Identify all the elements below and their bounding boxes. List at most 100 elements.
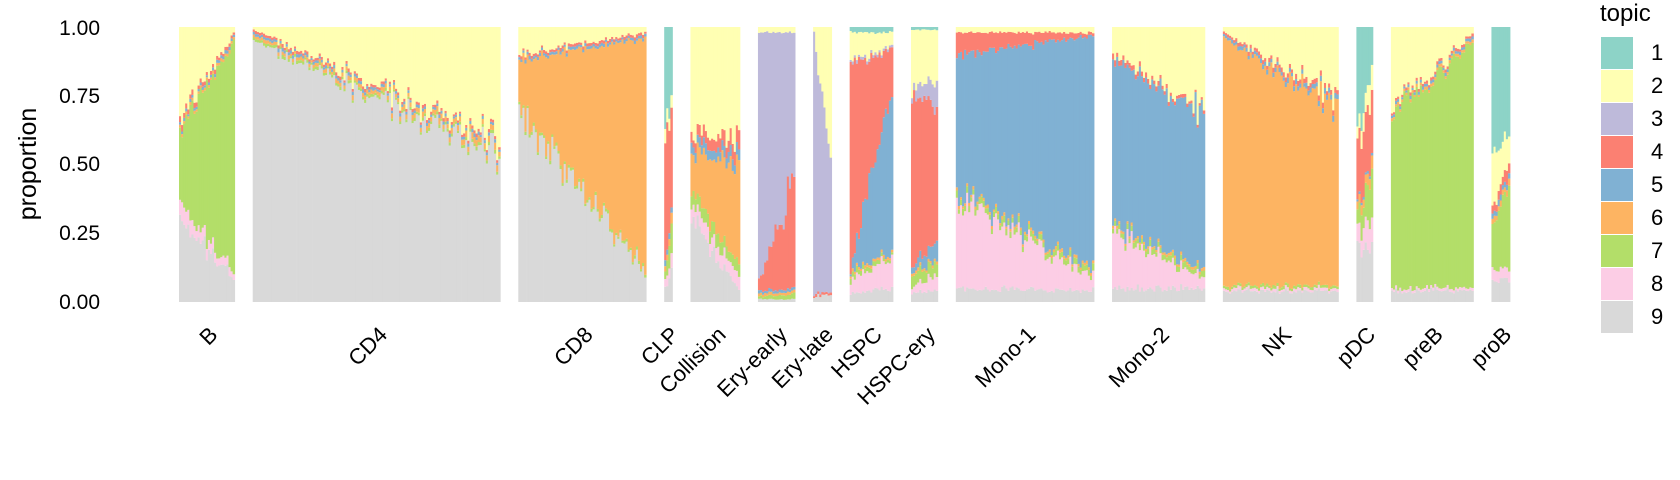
bar-segment-topic-7	[1075, 258, 1078, 265]
bar-segment-topic-3	[866, 61, 869, 65]
bar-segment-topic-7	[1278, 288, 1282, 291]
bar-segment-topic-6	[592, 46, 596, 208]
bar-segment-topic-2	[1326, 27, 1329, 92]
bar-segment-topic-9	[1413, 292, 1417, 302]
bar-segment-topic-9	[207, 249, 211, 302]
bar-segment-topic-4	[890, 47, 894, 98]
bar-segment-topic-7	[403, 109, 406, 112]
bar-segment-topic-2	[426, 27, 429, 121]
bar-segment-topic-9	[668, 278, 671, 302]
bar-segment-topic-7	[1366, 185, 1370, 221]
bar-segment-topic-4	[780, 224, 784, 290]
bar-segment-topic-8	[1309, 289, 1312, 293]
bar-segment-topic-6	[957, 206, 961, 210]
bar-segment-topic-6	[959, 197, 963, 200]
bar-segment-topic-5	[1089, 34, 1093, 273]
bar-segment-topic-9	[291, 64, 295, 302]
bar-segment-topic-6	[1126, 221, 1129, 224]
bar-segment-topic-9	[232, 279, 236, 302]
bar-segment-topic-6	[1169, 251, 1173, 256]
bar-segment-topic-9	[986, 289, 990, 302]
bar-segment-topic-9	[448, 145, 452, 302]
bar-segment-topic-8	[1147, 254, 1150, 289]
bar-segment-topic-2	[415, 27, 419, 102]
bar-segment-topic-2	[485, 27, 489, 151]
bar-segment-topic-4	[1444, 69, 1448, 73]
bar-segment-topic-7	[778, 294, 782, 300]
bar-segment-topic-4	[526, 49, 529, 52]
bar-segment-topic-6	[417, 108, 421, 113]
bar-segment-topic-2	[1190, 27, 1193, 101]
bar-segment-topic-9	[1495, 281, 1499, 302]
bar-segment-topic-4	[452, 114, 456, 117]
bar-segment-topic-7	[702, 208, 706, 223]
bar-segment-topic-6	[573, 49, 577, 187]
bar-segment-topic-4	[380, 81, 384, 84]
bar-segment-topic-9	[1317, 288, 1321, 302]
bar-segment-topic-9	[306, 62, 309, 302]
bar-segment-topic-5	[345, 63, 348, 67]
bar-segment-topic-2	[627, 27, 631, 34]
bar-segment-topic-5	[1276, 61, 1279, 66]
bar-segment-topic-7	[1142, 244, 1146, 251]
bar-segment-topic-8	[974, 215, 977, 290]
bar-segment-topic-5	[1417, 91, 1421, 95]
bar-segment-topic-8	[1268, 288, 1271, 291]
bar-segment-topic-9	[1184, 286, 1187, 302]
bar-segment-topic-6	[884, 259, 888, 262]
bar-segment-topic-4	[195, 102, 198, 107]
bar-segment-topic-4	[853, 57, 857, 254]
bar-segment-topic-6	[974, 206, 977, 210]
bar-segment-topic-7	[955, 190, 959, 198]
bar-segment-topic-7	[1423, 89, 1427, 288]
bar-segment-topic-7	[1013, 229, 1017, 235]
bar-segment-topic-8	[700, 218, 704, 234]
bar-segment-topic-2	[547, 27, 550, 53]
bar-segment-topic-4	[984, 32, 988, 52]
bar-segment-topic-9	[713, 246, 716, 302]
bar-segment-topic-2	[341, 27, 344, 67]
bar-segment-topic-2	[1058, 27, 1062, 33]
bar-segment-topic-3	[925, 84, 928, 100]
bar-segment-topic-6	[668, 239, 671, 246]
bar-segment-topic-9	[1071, 291, 1074, 302]
bar-segment-topic-8	[1184, 267, 1187, 287]
bar-segment-topic-4	[434, 104, 437, 108]
bar-segment-topic-9	[212, 248, 215, 302]
bar-segment-topic-7	[343, 89, 346, 92]
bar-segment-topic-6	[988, 212, 992, 215]
bar-segment-topic-8	[1058, 259, 1062, 290]
bar-segment-topic-9	[413, 121, 417, 302]
bar-segment-topic-2	[957, 27, 961, 32]
bar-segment-topic-4	[440, 108, 443, 111]
bar-segment-topic-9	[782, 299, 786, 302]
bar-segment-topic-6	[1145, 248, 1148, 252]
bar-segment-topic-6	[872, 258, 875, 262]
bar-segment-topic-9	[915, 292, 918, 302]
bar-segment-topic-2	[1278, 27, 1282, 65]
bar-segment-topic-5	[957, 53, 961, 207]
bar-segment-topic-5	[370, 86, 373, 90]
bar-segment-topic-6	[1036, 238, 1039, 241]
bar-segment-topic-5	[778, 289, 782, 293]
bar-segment-topic-6	[582, 52, 585, 179]
bar-segment-topic-2	[1202, 27, 1206, 111]
bar-segment-topic-4	[642, 34, 645, 39]
bar-segment-topic-5	[397, 95, 400, 99]
bar-segment-topic-9	[970, 288, 973, 302]
bar-segment-topic-2	[467, 27, 470, 141]
bar-segment-topic-6	[1087, 267, 1091, 270]
bar-segment-topic-7	[602, 202, 606, 206]
bar-segment-topic-9	[1249, 291, 1253, 302]
bar-segment-topic-7	[1229, 289, 1232, 292]
bar-segment-topic-5	[380, 83, 384, 87]
bar-segment-topic-2	[1235, 27, 1238, 39]
bar-segment-topic-5	[557, 47, 560, 50]
bar-segment-topic-7	[1056, 244, 1060, 251]
bar-segment-topic-9	[195, 241, 198, 302]
bar-segment-topic-8	[189, 220, 192, 238]
bar-segment-topic-2	[1438, 27, 1441, 59]
bar-segment-topic-4	[1163, 91, 1167, 95]
bar-segment-topic-2	[489, 27, 493, 119]
bar-segment-topic-6	[621, 39, 624, 241]
